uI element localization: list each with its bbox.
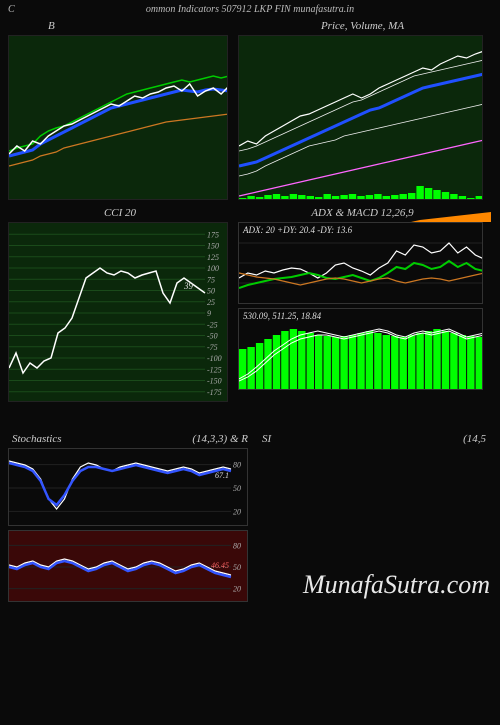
header-text: ommon Indicators 507912 LKP FIN munafasu… [146, 4, 354, 15]
svg-text:9: 9 [207, 309, 211, 318]
svg-text:-50: -50 [207, 332, 218, 341]
svg-text:100: 100 [207, 264, 219, 273]
rsi-title-left: SI [262, 430, 271, 448]
svg-text:25: 25 [207, 298, 215, 307]
top-right-chart [238, 35, 483, 200]
svg-text:-100: -100 [207, 354, 222, 363]
title-main: Price, Volume, MA [321, 20, 404, 32]
adx-chart: ADX: 20 +DY: 20.4 -DY: 13.6 [238, 222, 483, 304]
mid-left-panel: CCI 20 175 150 125 100 75 50 25 9 -25 -50 -75 -100 -… [8, 204, 232, 402]
stoch-title: Stochastics (14,3,3) & R [8, 430, 252, 448]
stoch-label: 67.1 [215, 471, 229, 480]
svg-text:20: 20 [233, 585, 241, 594]
red-chart: 80 50 20 46.45 [8, 530, 248, 602]
cci-label: 39 [184, 281, 193, 291]
header-left: C [8, 4, 15, 15]
top-left-chart [8, 35, 228, 200]
stoch-chart: 80 50 20 67.1 [8, 448, 248, 526]
svg-text:80: 80 [233, 461, 241, 470]
top-right-title: Price, Volume, MA [238, 17, 487, 35]
macd-label: 530.09, 511.25, 18.84 [243, 311, 321, 321]
svg-text:20: 20 [233, 507, 241, 516]
top-left-panel: B [8, 17, 232, 200]
rsi-title: SI (14,5 [258, 430, 490, 448]
top-right-panel: Price, Volume, MA [238, 17, 487, 200]
svg-text:-150: -150 [207, 377, 222, 386]
svg-text:-75: -75 [207, 343, 218, 352]
svg-text:80: 80 [233, 541, 241, 550]
watermark: MunafaSutra.com [303, 570, 490, 600]
top-left-title: B [8, 17, 232, 35]
svg-text:-25: -25 [207, 320, 218, 329]
red-label: 46.45 [211, 561, 229, 570]
svg-text:50: 50 [233, 484, 241, 493]
adx-label: ADX: 20 +DY: 20.4 -DY: 13.6 [243, 225, 352, 235]
svg-text:-175: -175 [207, 388, 222, 397]
adx-macd-title: ADX & MACD 12,26,9 [238, 204, 487, 222]
cci-chart: 175 150 125 100 75 50 25 9 -25 -50 -75 -100 -125 -150… [8, 222, 228, 402]
mid-right-panel: ADX & MACD 12,26,9 ADX: 20 +DY: 20.4 -DY… [238, 204, 487, 402]
svg-text:50: 50 [233, 563, 241, 572]
stoch-title-left: Stochastics [12, 430, 62, 448]
svg-text:125: 125 [207, 253, 219, 262]
top-row: B Price, Volume, MA [0, 17, 500, 200]
mid-row: CCI 20 175 150 125 100 75 50 25 9 -25 -50 -75 -100 -… [0, 204, 500, 402]
svg-text:150: 150 [207, 242, 219, 251]
adx-title-text: ADX & MACD 12,26,9 [311, 207, 413, 219]
svg-text:75: 75 [207, 275, 215, 284]
cci-title: CCI 20 [8, 204, 232, 222]
svg-text:50: 50 [207, 287, 215, 296]
rsi-title-right: (14,5 [463, 430, 486, 448]
svg-text:-125: -125 [207, 365, 222, 374]
macd-chart: 530.09, 511.25, 18.84 [238, 308, 483, 390]
stoch-panel: Stochastics (14,3,3) & R 80 50 20 67.1 80 5… [8, 430, 252, 602]
svg-text:175: 175 [207, 230, 219, 239]
page-header: C ommon Indicators 507912 LKP FIN munafa… [0, 0, 500, 17]
stoch-title-right: (14,3,3) & R [192, 430, 248, 448]
